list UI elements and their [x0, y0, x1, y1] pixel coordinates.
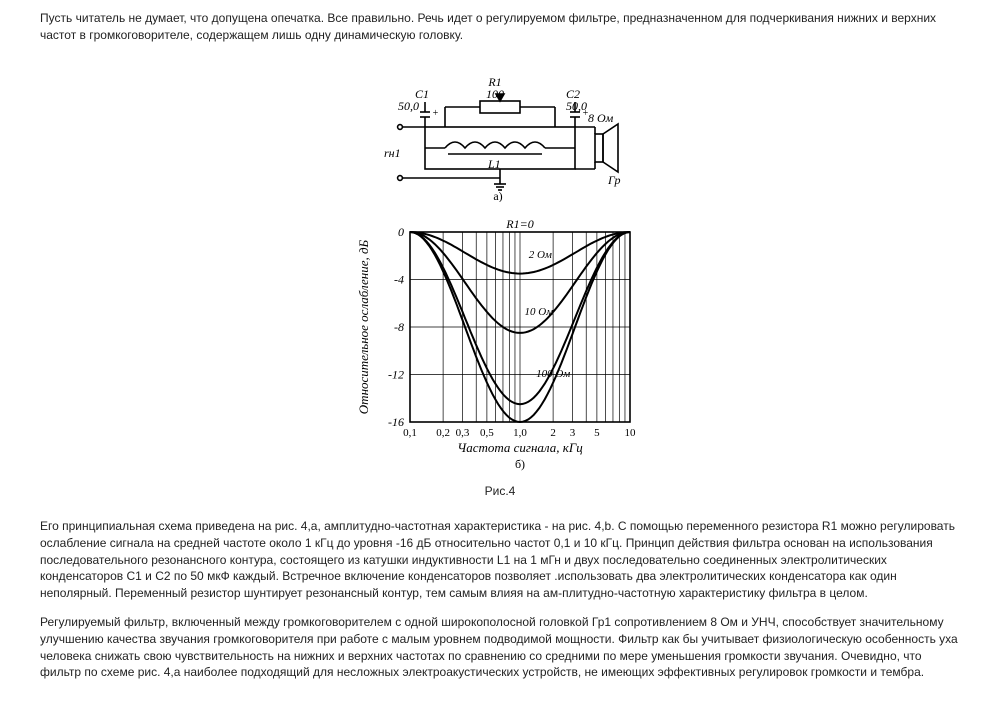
svg-text:0,3: 0,3: [456, 427, 470, 439]
svg-text:50,0: 50,0: [398, 99, 419, 113]
svg-text:-4: -4: [394, 273, 404, 287]
svg-text:2: 2: [550, 427, 556, 439]
svg-text:50,0: 50,0: [566, 99, 587, 113]
svg-text:3: 3: [570, 427, 576, 439]
svg-text:0,1: 0,1: [403, 427, 417, 439]
svg-text:rн1: rн1: [384, 146, 401, 160]
graph-4b: 0 -4 -8 -12 -160,1 0,2 0,3 0,5 1,0 2 3 5 10 2 Ом 10 Ом…: [40, 212, 960, 477]
svg-text:100 Ом: 100 Ом: [536, 368, 570, 380]
svg-text:0,2: 0,2: [436, 427, 450, 439]
svg-text:+: +: [432, 108, 439, 119]
svg-text:10 Ом: 10 Ом: [525, 307, 554, 319]
svg-text:2 Ом: 2 Ом: [529, 250, 552, 262]
svg-text:б): б): [515, 457, 525, 471]
svg-text:L1: L1: [487, 157, 501, 171]
body-paragraph-1: Его принципиальная схема приведена на ри…: [40, 518, 960, 602]
svg-text:Относительное ослабление, дБ: Относительное ослабление, дБ: [356, 240, 371, 415]
svg-text:R1=0: R1=0: [505, 217, 533, 231]
figure-4: ++R1100C150,0C250,0L1rн18 ОмГра) 0-4-8-1…: [40, 72, 960, 500]
svg-text:а): а): [493, 189, 502, 202]
svg-text:Частота сигнала, кГц: Частота сигнала, кГц: [457, 440, 583, 455]
svg-text:-12: -12: [388, 368, 404, 382]
svg-text:1,0: 1,0: [513, 427, 527, 439]
svg-text:-16: -16: [388, 415, 404, 429]
schematic-4a: ++R1100C150,0C250,0L1rн18 ОмГра): [40, 72, 960, 207]
svg-text:10: 10: [625, 427, 637, 439]
body-paragraph-2: Регулируемый фильтр, включенный между гр…: [40, 614, 960, 681]
svg-text:0: 0: [398, 225, 404, 239]
svg-text:-8: -8: [394, 320, 404, 334]
svg-text:0,5: 0,5: [480, 427, 494, 439]
svg-text:5: 5: [594, 427, 600, 439]
svg-text:Гр: Гр: [607, 173, 621, 187]
intro-paragraph: Пусть читатель не думает, что допущена о…: [40, 10, 960, 44]
figure-caption: Рис.4: [40, 483, 960, 500]
svg-text:8 Ом: 8 Ом: [588, 111, 614, 125]
svg-text:100: 100: [486, 87, 504, 101]
